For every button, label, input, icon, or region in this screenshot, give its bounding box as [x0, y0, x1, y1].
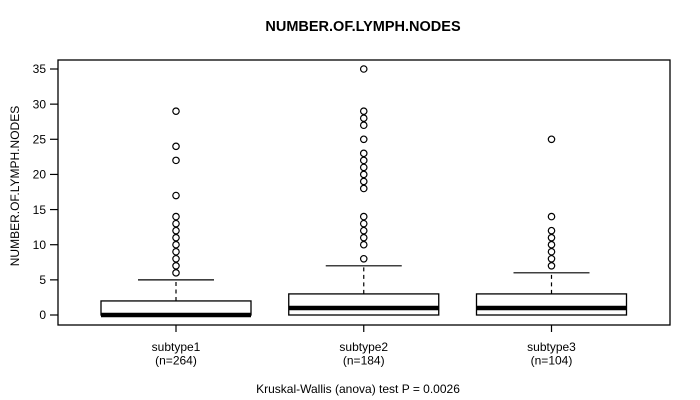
outlier-point — [172, 254, 180, 263]
iqr-box — [475, 293, 628, 316]
outlier-point — [359, 163, 368, 172]
y-axis-tick-label: 0 — [39, 308, 46, 322]
iqr-box — [288, 293, 440, 316]
outlier-point — [172, 261, 180, 270]
outlier-point — [547, 233, 556, 242]
y-axis-tick-label: 30 — [33, 97, 47, 111]
outlier-point — [547, 240, 556, 249]
outlier-point — [547, 254, 556, 263]
outlier-point — [172, 226, 180, 235]
outlier-point — [172, 107, 180, 115]
outlier-point — [359, 121, 368, 130]
outlier-point — [172, 219, 180, 228]
outlier-point — [172, 247, 180, 256]
outlier-point — [359, 233, 368, 242]
outlier-point — [172, 269, 180, 277]
outlier-point — [547, 135, 556, 144]
outlier-point — [172, 142, 180, 151]
outlier-point — [172, 233, 180, 242]
outlier-point — [172, 156, 180, 165]
outlier-point — [172, 212, 180, 221]
stat-test-caption: Kruskal-Wallis (anova) test P = 0.0026 — [256, 382, 460, 396]
x-tick-label: subtype1 — [152, 340, 201, 354]
x-tick-sublabel: (n=104) — [531, 354, 573, 368]
outlier-point — [547, 212, 556, 221]
y-axis-tick-label: 20 — [33, 168, 47, 182]
y-axis-tick-label: 10 — [33, 238, 47, 252]
outlier-point — [547, 247, 556, 256]
outlier-point — [172, 240, 180, 249]
x-tick-sublabel: (n=184) — [343, 354, 385, 368]
outlier-point — [359, 149, 368, 158]
y-axis-tick-label: 35 — [33, 62, 47, 76]
outlier-point — [359, 114, 368, 123]
outlier-point — [359, 212, 368, 221]
x-tick-sublabel: (n=264) — [155, 354, 197, 368]
x-tick-label: subtype2 — [339, 340, 388, 354]
outlier-point — [359, 254, 368, 263]
y-axis-tick-label: 15 — [33, 203, 47, 217]
outlier-point — [359, 177, 368, 186]
outlier-point — [359, 240, 368, 249]
outlier-point — [359, 226, 368, 235]
outlier-point — [359, 219, 368, 228]
outlier-point — [359, 170, 368, 179]
outlier-point — [547, 226, 556, 235]
outlier-point — [359, 184, 368, 193]
outlier-point — [547, 261, 556, 270]
outlier-point — [359, 65, 368, 73]
y-axis-tick-label: 5 — [39, 273, 46, 287]
outlier-point — [359, 135, 368, 144]
y-axis-tick-label: 25 — [33, 132, 47, 146]
outlier-point — [359, 107, 368, 115]
outlier-point — [359, 156, 368, 165]
chart-title: NUMBER.OF.LYMPH.NODES — [265, 19, 461, 35]
outlier-point — [172, 191, 180, 200]
x-tick-label: subtype3 — [527, 340, 576, 354]
